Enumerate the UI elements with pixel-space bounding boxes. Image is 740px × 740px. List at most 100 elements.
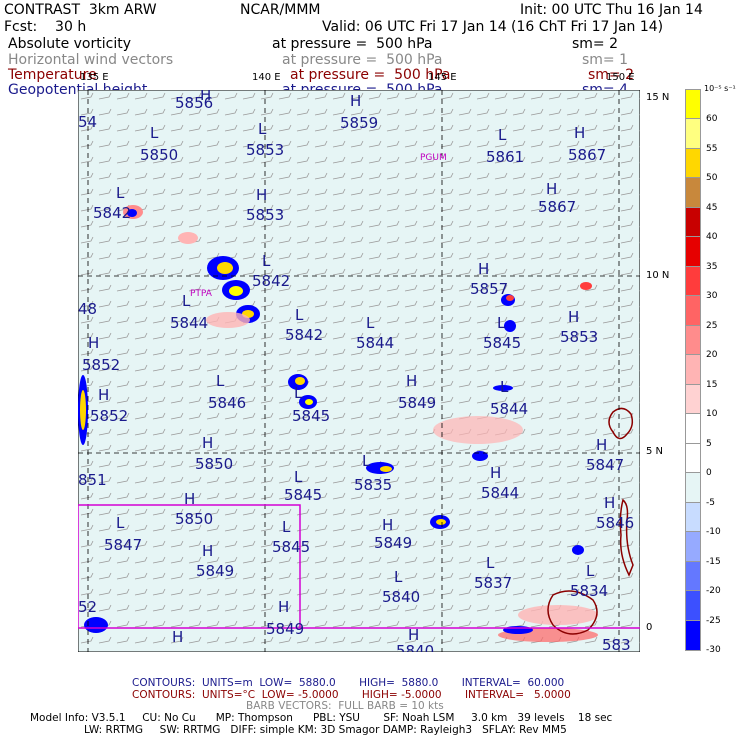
height-value: 5845 [284, 486, 322, 504]
colorbar-swatch [685, 413, 701, 445]
svg-text:H: H [350, 92, 361, 110]
height-value: 52 [78, 598, 97, 616]
station-ptpa: PTPA [190, 289, 213, 299]
colorbar-level-label: -20 [706, 586, 721, 597]
height-value: 5842 [252, 272, 290, 290]
barb-vectors: BARB VECTORS: FULL BARB = 10 kts [246, 700, 444, 712]
svg-text:H: H [408, 626, 419, 644]
height-value: 5844 [481, 484, 519, 502]
lat-label-10n: 10 N [646, 270, 670, 281]
nested-domain-box [78, 504, 301, 629]
lat-label-5n: 5 N [646, 446, 664, 457]
height-value: 5849 [398, 394, 436, 412]
wind-barb-field [78, 90, 640, 652]
svg-text:L: L [362, 452, 371, 470]
colorbar-swatch [685, 590, 701, 622]
colorbar-swatch [685, 354, 701, 386]
height-value: 5861 [486, 148, 524, 166]
field-sm-vorticity: sm= 2 [572, 36, 619, 52]
svg-text:H: H [478, 260, 489, 278]
colorbar-swatch [685, 265, 701, 298]
field-name-vorticity: Absolute vorticity [8, 36, 131, 52]
height-value: 5867 [538, 198, 576, 216]
svg-text:L: L [497, 314, 506, 332]
colorbar-level-label: 40 [706, 232, 718, 243]
valid-time: Valid: 06 UTC Fri 17 Jan 14 (16 ChT Fri … [322, 19, 664, 35]
height-value: 5845 [272, 538, 310, 556]
temperature-contours [547, 407, 634, 635]
svg-text:L: L [586, 562, 595, 580]
height-value: 5846 [208, 394, 246, 412]
lat-label-15n: 15 N [646, 92, 670, 103]
organization: NCAR/MMM [240, 2, 321, 18]
svg-text:L: L [294, 468, 303, 486]
svg-text:H: H [88, 334, 99, 352]
svg-text:L: L [394, 568, 403, 586]
colorbar-level-label: -5 [706, 497, 715, 508]
svg-text:H: H [490, 464, 501, 482]
height-value: 5847 [104, 536, 142, 554]
height-value: 5850 [195, 455, 233, 473]
colorbar-level-label: 20 [706, 350, 718, 361]
colorbar-level-label: 10 [706, 409, 718, 420]
height-value: 5837 [474, 574, 512, 592]
height-value: 5850 [175, 510, 213, 528]
height-value: 5844 [170, 314, 208, 332]
colorbar-swatch [685, 177, 701, 209]
forecast-hour: Fcst: 30 h [4, 19, 87, 35]
colorbar-level-label: 5 [706, 438, 712, 449]
colorbar-swatch [685, 383, 701, 416]
height-value: 5847 [586, 456, 624, 474]
field-sm-temperature: sm= 2 [588, 67, 635, 83]
colorbar-level-label: 35 [706, 261, 718, 272]
lon-label-150: 150 E [606, 72, 635, 83]
height-value: 5853 [246, 141, 284, 159]
colorbar-swatch [685, 147, 701, 180]
colorbar-swatch [685, 560, 701, 593]
height-value: 5846 [596, 514, 634, 532]
colorbar-level-label: -10 [706, 527, 721, 538]
colorbar-level-label: 60 [706, 114, 718, 125]
field-pressure-wind: at pressure = 500 hPa [282, 52, 443, 68]
model-info-2: LW: RRTMG SW: RRTMG DIFF: simple KM: 3D … [84, 724, 567, 736]
svg-text:H: H [574, 124, 585, 142]
model-info-1: Model Info: V3.5.1 CU: No Cu MP: Thompso… [30, 712, 613, 724]
height-value: 851 [78, 471, 107, 489]
contours-temperature: CONTOURS: UNITS=°C LOW= -5.0000 HIGH= -5… [132, 689, 571, 701]
height-value: 5845 [483, 334, 521, 352]
colorbar-level-label: -25 [706, 615, 721, 626]
colorbar-level-label: -30 [706, 645, 721, 655]
height-value: 583 [602, 636, 631, 652]
svg-text:L: L [116, 184, 125, 202]
colorbar-level-label: 25 [706, 320, 718, 331]
station-pgum: PGUM [420, 153, 447, 163]
height-value: 5840 [396, 642, 434, 652]
svg-text:L: L [366, 314, 375, 332]
svg-text:H: H [406, 372, 417, 390]
svg-text:L: L [295, 306, 304, 324]
height-value: 5844 [490, 400, 528, 418]
height-value: 5852 [82, 356, 120, 374]
field-pressure-vorticity: at pressure = 500 hPa [272, 36, 433, 52]
svg-text:H: H [202, 434, 213, 452]
contours-height: CONTOURS: UNITS=m LOW= 5880.0 HIGH= 5880… [132, 677, 565, 689]
svg-text:H: H [596, 436, 607, 454]
init-time: Init: 00 UTC Thu 16 Jan 14 [520, 2, 703, 18]
height-value: 5835 [354, 476, 392, 494]
svg-text:H: H [98, 386, 109, 404]
colorbar-swatch [685, 442, 701, 475]
lon-label-140: 140 E [252, 72, 281, 83]
field-name-temperature: Temperature [8, 67, 97, 83]
svg-text:H: H [202, 542, 213, 560]
colorbar-swatch [685, 619, 701, 652]
height-value: 5850 [140, 146, 178, 164]
svg-text:L: L [258, 120, 267, 138]
lat-label-0: 0 [646, 622, 653, 633]
lon-label-145: 145 E [428, 72, 457, 83]
colorbar-swatch [685, 118, 701, 150]
field-pressure-temperature: at pressure = 500 hPa [290, 67, 451, 83]
field-sm-wind: sm= 1 [582, 52, 629, 68]
svg-text:L: L [294, 384, 303, 402]
height-value: 5849 [374, 534, 412, 552]
